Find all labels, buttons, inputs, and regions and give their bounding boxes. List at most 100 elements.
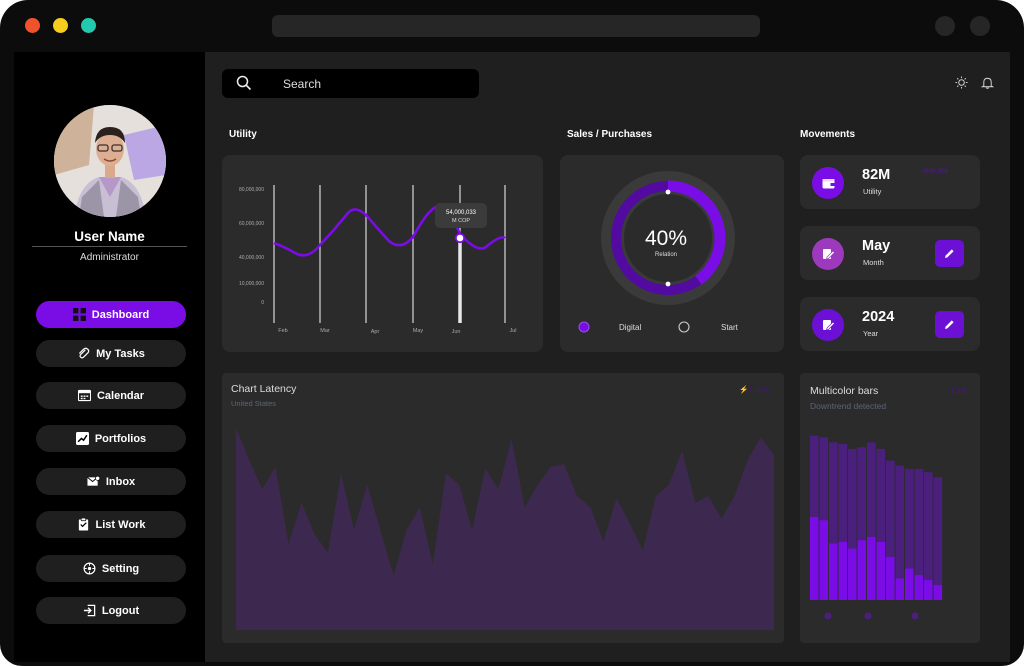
chart-icon — [75, 432, 89, 445]
calendar-icon — [77, 389, 91, 402]
bar-front — [876, 541, 886, 600]
nav-label: Inbox — [105, 475, 136, 488]
y-tick-label: 0 — [261, 300, 264, 306]
bar-back — [886, 460, 895, 600]
maximize-window-dot[interactable] — [81, 18, 96, 33]
legend-dot[interactable] — [864, 612, 872, 620]
bar-back — [924, 472, 933, 600]
y-tick-label: 60,000,000 — [239, 221, 264, 227]
user-role: Administrator — [80, 252, 139, 263]
legend-digital-dot[interactable] — [578, 321, 590, 333]
nav-setting[interactable]: Setting — [36, 555, 186, 582]
tooltip — [435, 203, 487, 228]
legend-dot[interactable] — [911, 612, 919, 620]
grid-icon — [72, 308, 86, 321]
bar-front — [886, 556, 895, 600]
multicolor-card: Multicolor bars Downtrend detected -12$ — [800, 373, 980, 643]
legend-digital-label: Digital — [619, 323, 641, 332]
latency-chart — [236, 428, 774, 630]
nav-my-tasks[interactable]: My Tasks — [36, 340, 186, 367]
nav-label: Calendar — [96, 389, 145, 402]
bar-front — [829, 543, 838, 600]
nav-dashboard[interactable]: Dashboard — [36, 301, 186, 328]
nav-label: Portfolios — [94, 432, 147, 445]
bar-front — [838, 541, 848, 600]
avatar — [54, 105, 166, 217]
bar-back — [933, 477, 943, 600]
utility-title: Utility — [229, 129, 257, 140]
utility-chart: 80,000,000 60,000,000 40,000,000 10,000,… — [239, 185, 517, 335]
edit-doc-icon — [812, 238, 844, 270]
nav-inbox[interactable]: Inbox — [36, 468, 186, 495]
utility-card: 80,000,000 60,000,000 40,000,000 10,000,… — [222, 155, 543, 352]
legend-start-label: Start — [721, 323, 739, 332]
nav-label: My Tasks — [96, 347, 145, 360]
highlight-point[interactable] — [454, 232, 466, 244]
bar-front — [810, 517, 819, 600]
user-name: User Name — [74, 229, 145, 244]
mail-icon — [86, 475, 100, 486]
edit-year-button[interactable] — [935, 311, 964, 338]
nav-label: Logout — [101, 604, 140, 617]
movement-value: 82M — [862, 167, 891, 183]
tooltip-unit: M COP — [452, 218, 470, 224]
sales-card: 40% Relation Digital Start — [560, 155, 784, 352]
sun-icon[interactable] — [955, 76, 968, 94]
lightning-icon: ⚡ — [739, 385, 749, 394]
address-bar[interactable] — [272, 15, 760, 37]
search-input[interactable]: Search — [222, 69, 479, 98]
bar-back — [895, 465, 905, 600]
y-tick-label: 80,000,000 — [239, 187, 264, 193]
bell-icon[interactable] — [980, 76, 995, 94]
bar-front — [905, 568, 914, 600]
multicolor-subtitle: Downtrend detected — [810, 401, 887, 411]
bar-back — [848, 448, 857, 600]
settings-icon — [83, 562, 96, 575]
bar-front — [924, 580, 933, 600]
edit-doc-icon — [812, 309, 844, 341]
movement-card-year: 2024 Year — [800, 297, 980, 351]
user-divider — [32, 246, 187, 247]
nav-calendar[interactable]: Calendar — [36, 382, 186, 409]
search-icon — [236, 75, 252, 91]
bar-back — [857, 447, 867, 600]
nav-label: List Work — [95, 518, 146, 531]
latency-subtitle: United States — [231, 399, 277, 408]
x-tick-label: Jul — [509, 328, 516, 334]
title-bar — [0, 0, 1024, 52]
x-tick-label: May — [413, 328, 424, 334]
nav-logout[interactable]: Logout — [36, 597, 186, 624]
nav-portfolios[interactable]: Portfolios — [36, 425, 186, 452]
utility-line — [273, 205, 506, 257]
bar-back — [876, 448, 886, 600]
paperclip-icon — [79, 347, 90, 359]
clipboard-icon — [78, 518, 88, 531]
close-window-dot[interactable] — [25, 18, 40, 33]
nav-list-work[interactable]: List Work — [36, 511, 186, 538]
bar-back — [819, 437, 829, 600]
movement-sub: Year — [863, 329, 879, 338]
wallet-icon — [812, 167, 844, 199]
window-control-2[interactable] — [970, 16, 990, 36]
latency-badge: ⚡1.3ms — [739, 385, 769, 394]
multicolor-chart — [810, 435, 943, 620]
bar-front — [867, 536, 876, 600]
latency-title: Chart Latency — [231, 383, 297, 395]
edit-month-button[interactable] — [935, 240, 964, 267]
bar-back — [838, 443, 848, 600]
sales-donut: 40% Relation Digital Start — [578, 171, 739, 333]
main-content: Search Utility Sales / Purchases Movemen… — [205, 52, 1010, 662]
y-tick-label: 10,000,000 — [239, 281, 264, 287]
bar-back — [829, 442, 838, 600]
bar-front — [933, 585, 943, 600]
bar-back — [905, 468, 914, 600]
window-control-1[interactable] — [935, 16, 955, 36]
movement-badge: +800,000 — [921, 168, 949, 175]
donut-marker-bottom — [665, 281, 671, 287]
minimize-window-dot[interactable] — [53, 18, 68, 33]
legend-start-dot[interactable] — [678, 321, 690, 333]
y-tick-labels: 80,000,000 60,000,000 40,000,000 10,000,… — [239, 187, 264, 306]
legend-dot[interactable] — [824, 612, 832, 620]
pencil-icon — [945, 320, 954, 329]
